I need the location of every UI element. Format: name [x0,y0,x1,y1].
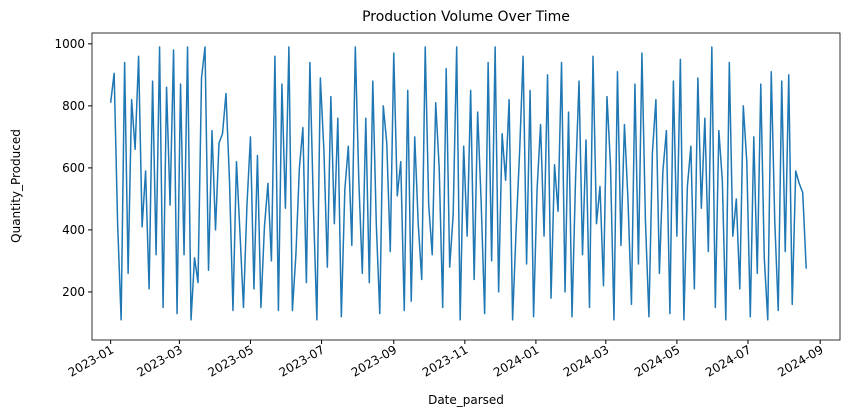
x-tick-label: 2024-05 [632,342,682,379]
x-tick-label: 2023-11 [420,342,470,379]
chart-title: Production Volume Over Time [362,9,570,25]
x-tick-label: 2024-07 [703,342,753,379]
x-tick-label: 2023-07 [277,342,327,379]
x-tick-label: 2023-03 [134,342,184,379]
x-tick-label: 2023-01 [66,342,116,379]
y-tick-label: 600 [62,161,85,175]
y-tick-label: 200 [62,285,85,299]
x-tick-label: 2024-01 [491,342,541,379]
x-axis-label: Date_parsed [428,393,504,407]
y-tick-label: 800 [62,99,85,113]
x-tick-label: 2024-09 [775,342,825,379]
data-line [109,46,807,321]
x-tick-label: 2024-03 [561,342,611,379]
x-tick-label: 2023-05 [206,342,256,379]
plot-frame [91,32,841,341]
y-tick-label: 1000 [54,37,85,51]
y-tick-label: 400 [62,223,85,237]
y-axis-label: Quantity_Produced [9,129,23,243]
x-tick-label: 2023-09 [349,342,399,379]
